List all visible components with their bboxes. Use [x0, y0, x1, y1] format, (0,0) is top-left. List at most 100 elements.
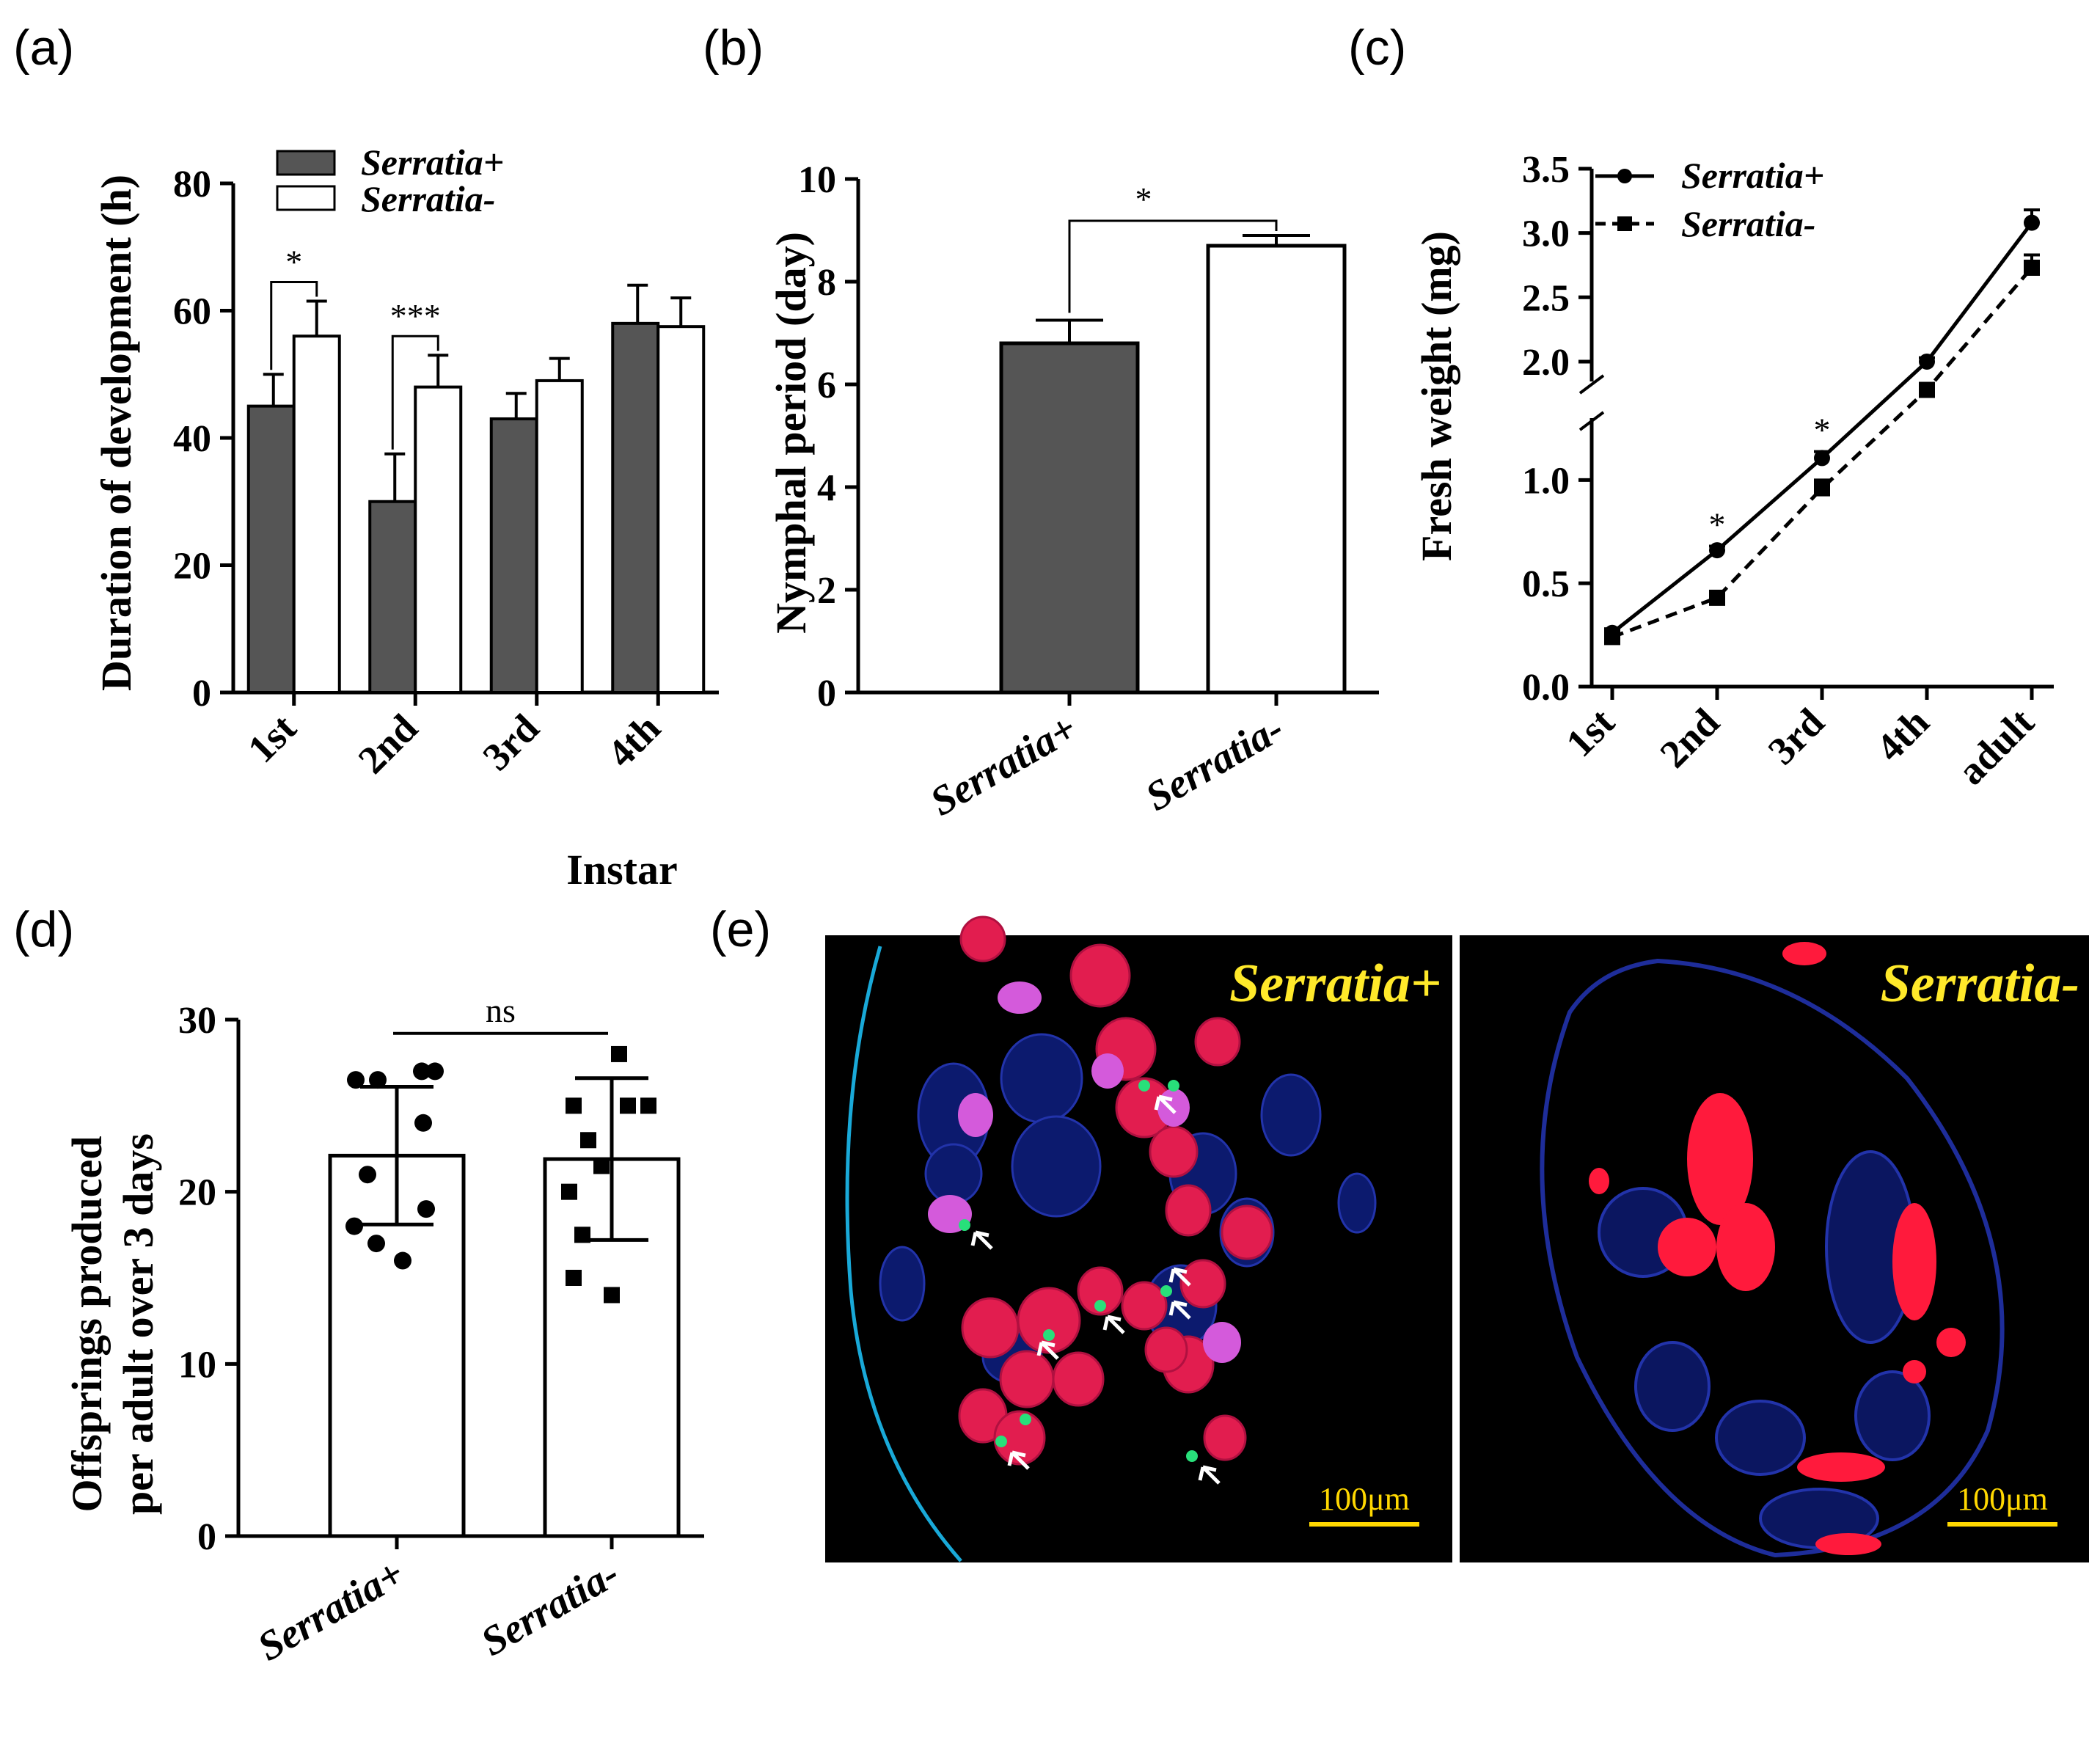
tissue-blob [1260, 1073, 1322, 1157]
symbiont-signal [1168, 1080, 1179, 1092]
tissue-blob [1715, 1400, 1806, 1476]
panel-a-legend: Serratia+ Serratia- [276, 142, 504, 219]
stained-cell [1716, 1203, 1775, 1291]
bar-serratia-minus [292, 335, 341, 694]
significance-label: *** [390, 297, 441, 335]
tissue-blob [1011, 1115, 1102, 1218]
y-tick-label: 0 [197, 1516, 216, 1558]
micrograph-cells [1540, 942, 2005, 1558]
tissue-blob [1000, 1033, 1083, 1124]
data-point-serratia-plus [394, 1251, 411, 1270]
y-tick-label: 20 [178, 1172, 216, 1214]
panel-d-y-axis-label-line2: per adult over 3 days [114, 1133, 162, 1515]
y-tick-label: 30 [178, 1000, 216, 1042]
y-tick-label: 10 [798, 159, 836, 201]
symbiont-signal [995, 1436, 1007, 1447]
significance-label: * [1814, 412, 1831, 449]
symbiont-signal [1160, 1285, 1172, 1297]
significance-bracket [270, 280, 318, 370]
data-point-serratia-minus [566, 1270, 582, 1286]
micrograph-cells [879, 915, 1377, 1485]
arrow-marker [1036, 1340, 1059, 1360]
stained-cell [1194, 1017, 1241, 1067]
x-tick-label: 4th [599, 706, 668, 775]
stained-cell [1815, 1533, 1881, 1555]
data-point-serratia-minus [1709, 589, 1725, 606]
stained-cell-pink [1091, 1053, 1124, 1089]
data-point-serratia-minus [604, 1287, 620, 1304]
data-point-serratia-plus [426, 1062, 444, 1081]
panel-c-y-axis-label: Fresh weight (mg) [1413, 231, 1460, 561]
axis-break-mark [1578, 411, 1605, 431]
stained-cell [999, 1350, 1055, 1408]
x-tick-label: 2nd [350, 706, 426, 782]
stained-cell [1782, 942, 1826, 965]
data-point-serratia-minus [593, 1158, 610, 1174]
stained-cell [1221, 1205, 1273, 1260]
y-tick-label: 8 [817, 262, 836, 304]
data-point-serratia-minus [620, 1097, 636, 1114]
micrograph-serratia-plus: Serratia+ 100μm [825, 915, 1452, 1562]
panel-d-bars [328, 1045, 681, 1538]
stained-cell [1069, 943, 1131, 1008]
y-tick-label: 0 [817, 673, 836, 714]
stained-cell-pink [1157, 1089, 1190, 1127]
legend-label-serratia-plus: Serratia+ [361, 142, 504, 183]
panel-letter-d: (d) [13, 902, 74, 957]
y-tick-label: 0 [192, 673, 211, 714]
tissue-blob [1337, 1172, 1377, 1234]
stained-cell [1121, 1281, 1168, 1331]
y-tick-label: 4 [817, 467, 836, 509]
legend-label-serratia-plus: Serratia+ [1681, 155, 1824, 196]
data-point-serratia-minus [1919, 381, 1935, 398]
bar-serratia-plus [368, 500, 417, 694]
stained-cell [1658, 1218, 1716, 1276]
stained-cell-pink [1203, 1322, 1241, 1363]
stained-cell [961, 1297, 1020, 1359]
y-tick-label: 60 [173, 291, 211, 333]
stained-cell [1144, 1326, 1188, 1373]
significance-bracket [391, 335, 439, 450]
panel-c-ticks: 0.0 0.5 1.0 2.0 2.5 3.0 3.5 1st 2nd 3rd 4th adult [1522, 149, 2042, 793]
data-point-serratia-minus [580, 1132, 596, 1149]
x-tick-label: 1st [1557, 700, 1622, 765]
data-point-serratia-plus [359, 1166, 376, 1184]
y-tick-label: 20 [173, 546, 211, 588]
arrow-marker [1102, 1315, 1125, 1334]
tissue-edge [845, 946, 962, 1562]
y-tick-label: 2.0 [1522, 342, 1570, 384]
panel-letter-e: (e) [710, 902, 771, 957]
y-tick-label: 3.5 [1522, 149, 1570, 191]
panel-b-bars [999, 234, 1347, 695]
panel-d-chart: 0 10 20 30 Serratia+ Serratia- ns Offsprings … [63, 992, 704, 1670]
symbiont-signal [1094, 1300, 1106, 1312]
panel-letter-b: (b) [703, 20, 764, 76]
significance-label: * [1709, 505, 1726, 543]
stained-cell-pink [998, 982, 1042, 1014]
data-point-serratia-minus [1604, 629, 1620, 646]
panel-c-chart: 0.0 0.5 1.0 2.0 2.5 3.0 3.5 1st 2nd 3rd 4th adult *… [1413, 149, 2054, 793]
data-point-serratia-minus [1814, 480, 1830, 497]
panel-d-y-axis-label-line1: Offsprings produced [63, 1136, 111, 1513]
bar-serratia-plus [246, 404, 296, 694]
stained-cell [1903, 1360, 1926, 1383]
tissue-blob [1634, 1341, 1711, 1432]
x-tick-label: Serratia+ [923, 706, 1084, 825]
y-tick-label: 2.5 [1522, 277, 1570, 319]
x-tick-label: Serratia+ [250, 1551, 411, 1670]
data-point-serratia-plus [369, 1071, 387, 1089]
tissue-outline [1540, 958, 2005, 1558]
symbiont-signal [1020, 1414, 1031, 1425]
y-tick-label: 40 [173, 418, 211, 460]
significance-label: * [285, 243, 302, 280]
symbiont-signal [1186, 1450, 1198, 1462]
y-tick-label: 0.0 [1522, 667, 1570, 709]
stained-cell [1149, 1125, 1199, 1178]
data-point-serratia-plus [1919, 353, 1935, 370]
micrograph-serratia-minus: Serratia- 100μm [1460, 935, 2089, 1562]
significance-bracket [1068, 219, 1278, 313]
symbiont-signal [1138, 1080, 1150, 1092]
legend-swatch-serratia-minus [276, 185, 336, 211]
